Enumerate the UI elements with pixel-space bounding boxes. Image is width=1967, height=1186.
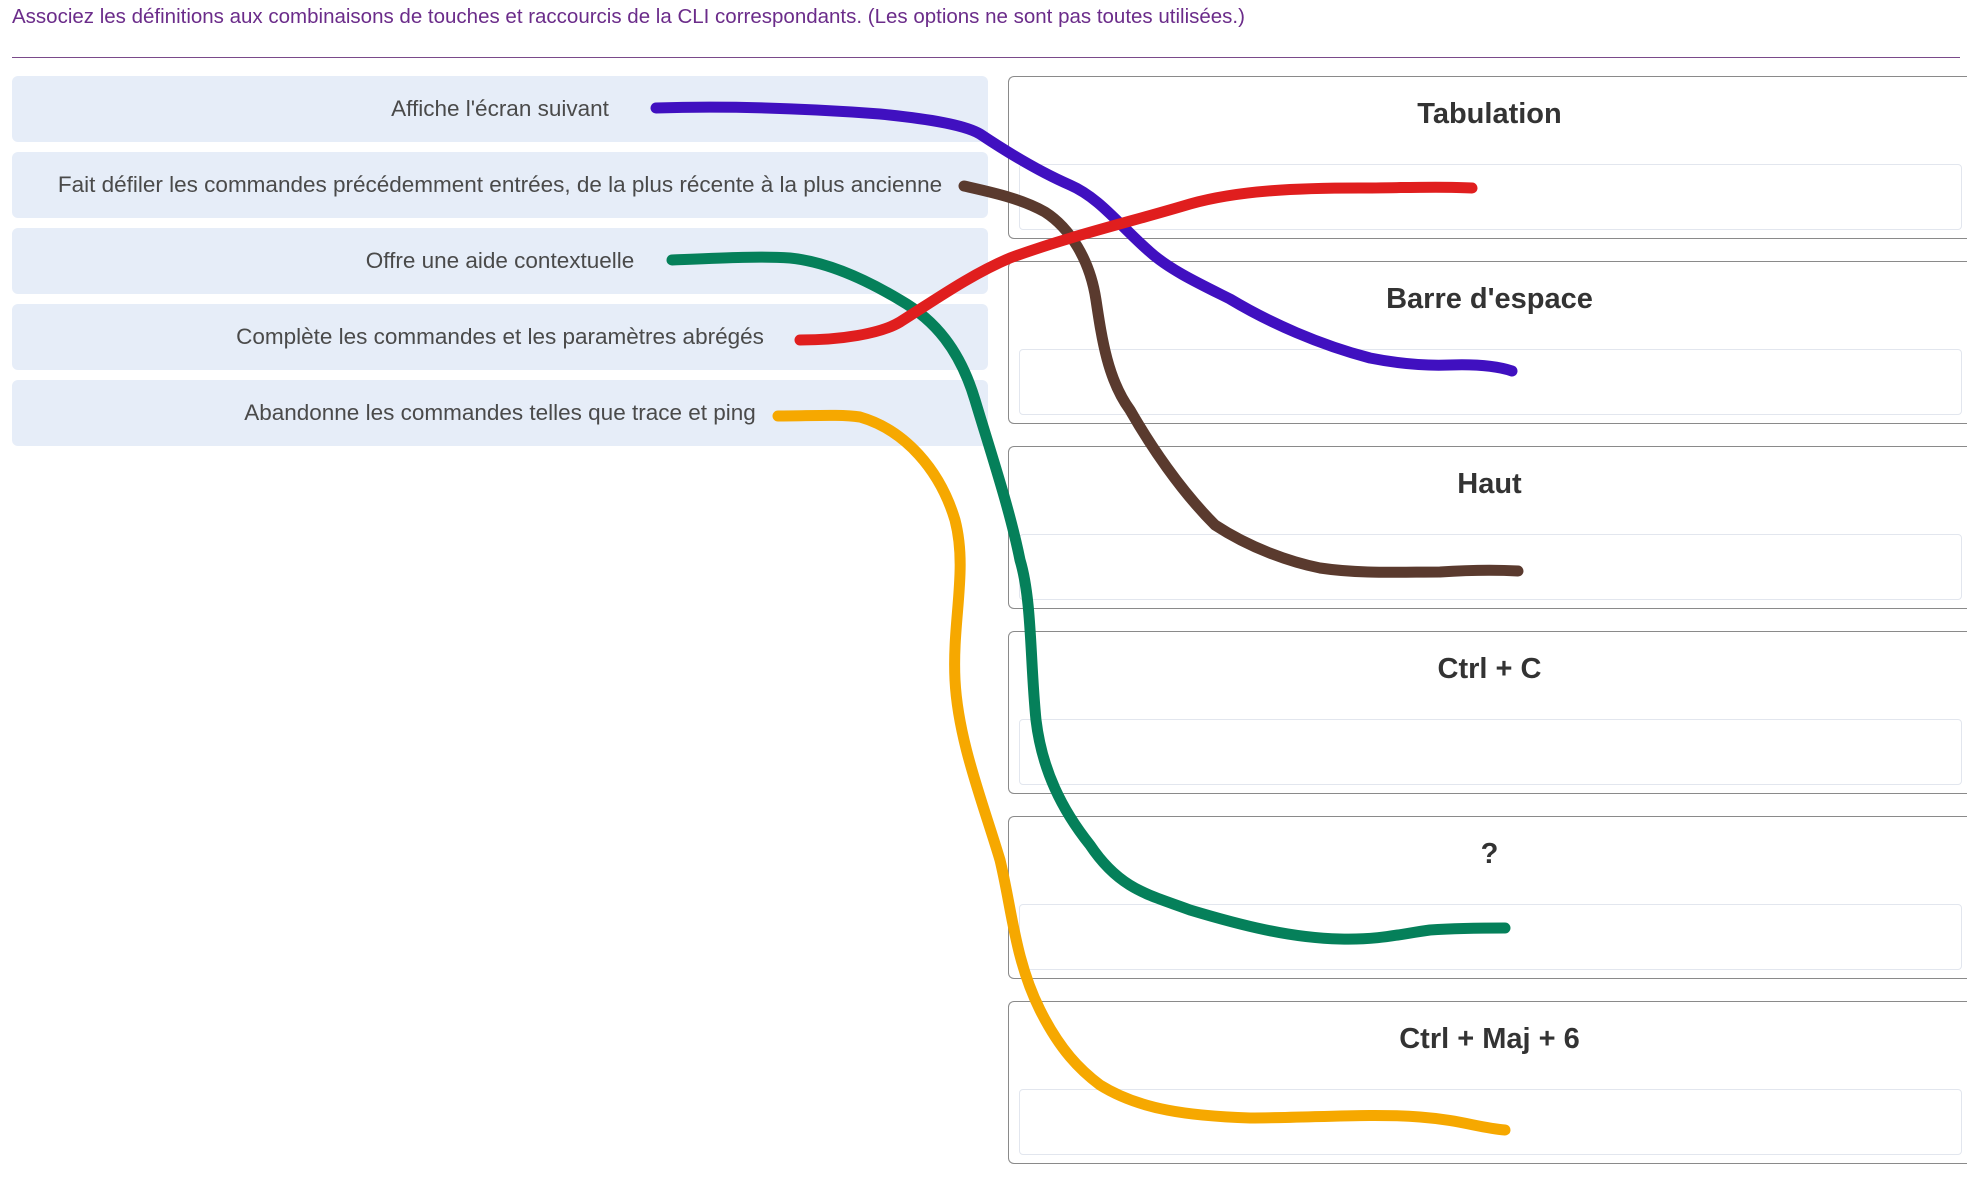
drop-zone-haut[interactable] [1019,534,1962,600]
definition-item-abort-commands[interactable]: Abandonne les commandes telles que trace… [12,380,988,446]
target-ctrl-maj-6: Ctrl + Maj + 6 [1008,1001,1967,1164]
drop-zone-barre-espace[interactable] [1019,349,1962,415]
definition-item-complete-commands[interactable]: Complète les commandes et les paramètres… [12,304,988,370]
definition-label: Complète les commandes et les paramètres… [236,324,764,349]
target-barre-espace: Barre d'espace [1008,261,1967,424]
target-label: Haut [1457,468,1522,500]
definition-label: Affiche l'écran suivant [391,96,609,121]
drop-zone-question-mark[interactable] [1019,904,1962,970]
definition-label: Offre une aide contextuelle [365,248,635,273]
drop-zone-ctrl-c[interactable] [1019,719,1962,785]
definition-label: Fait défiler les commandes précédemment … [57,172,943,197]
target-label: Ctrl + C [1437,653,1542,685]
target-label: Ctrl + Maj + 6 [1399,1023,1580,1055]
target-haut: Haut [1008,446,1967,609]
target-question-mark: ? [1008,816,1967,979]
definitions-list: Affiche l'écran suivant Fait défiler les… [12,76,988,456]
definition-item-history[interactable]: Fait défiler les commandes précédemment … [12,152,988,218]
divider [12,57,1960,58]
target-ctrl-c: Ctrl + C [1008,631,1967,794]
drop-zone-tabulation[interactable] [1019,164,1962,230]
definition-item-context-help[interactable]: Offre une aide contextuelle [12,228,988,294]
target-label: Tabulation [1417,98,1562,130]
target-tabulation: Tabulation [1008,76,1967,239]
definition-item-next-screen[interactable]: Affiche l'écran suivant [12,76,988,142]
target-label: Barre d'espace [1386,283,1593,315]
drop-zone-ctrl-maj-6[interactable] [1019,1089,1962,1155]
definition-label: Abandonne les commandes telles que trace… [244,400,756,425]
target-label: ? [1480,838,1499,870]
instruction-text: Associez les définitions aux combinaison… [12,5,1245,28]
targets-list: Tabulation Barre d'espace Haut Ctrl + C … [1008,76,1967,1186]
